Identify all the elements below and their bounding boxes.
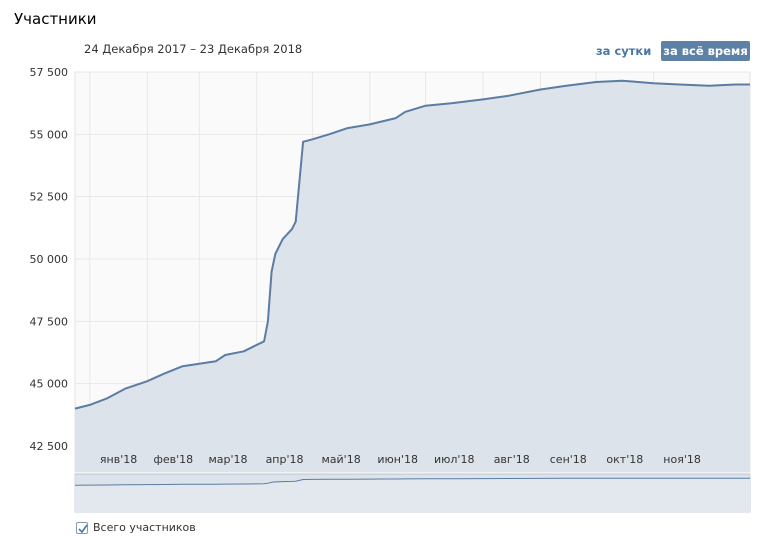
navigator-area (75, 478, 750, 512)
x-axis-ticks: янв'18 фев'18 мар'18 апр'18 май'18 июн'18 июл'… (100, 453, 701, 466)
legend-checkbox[interactable] (76, 521, 88, 534)
period-day-button[interactable]: за сутки (596, 44, 652, 58)
date-range: 24 Декабря 2017 – 23 Декабря 2018 (84, 42, 303, 56)
y-tick-label: 42 500 (30, 440, 69, 453)
range-navigator[interactable] (74, 473, 751, 513)
checkmark-icon (78, 524, 88, 533)
series-line (74, 79, 750, 410)
y-tick-label: 50 000 (30, 253, 69, 266)
y-axis-ticks: 42 500 45 000 47 500 50 000 52 500 55 000 57 5… (30, 66, 69, 453)
x-tick-label: ноя'18 (663, 453, 701, 466)
x-tick-label: июн'18 (377, 453, 418, 466)
legend[interactable]: Всего участников (76, 521, 196, 534)
y-tick-label: 45 000 (30, 378, 69, 391)
x-tick-label: авг'18 (494, 453, 530, 466)
y-tick-label: 47 500 (30, 315, 69, 328)
legend-label: Всего участников (93, 521, 196, 534)
navigator-line (74, 477, 750, 486)
x-tick-label: апр'18 (266, 453, 304, 466)
members-chart[interactable]: 42 500 45 000 47 500 50 000 52 500 55 000 57 5… (0, 0, 763, 520)
y-tick-label: 52 500 (30, 191, 69, 204)
x-tick-label: сен'18 (550, 453, 587, 466)
x-tick-label: май'18 (321, 453, 360, 466)
period-all-time-button[interactable]: за всё время (661, 41, 750, 61)
x-tick-label: янв'18 (100, 453, 137, 466)
x-tick-label: июл'18 (434, 453, 474, 466)
x-tick-label: мар'18 (208, 453, 247, 466)
page-title: Участники (14, 10, 97, 28)
y-tick-label: 57 500 (30, 66, 69, 79)
x-tick-label: окт'18 (606, 453, 643, 466)
x-tick-label: фев'18 (153, 453, 193, 466)
series-area (75, 80, 750, 472)
y-tick-label: 55 000 (30, 128, 69, 141)
